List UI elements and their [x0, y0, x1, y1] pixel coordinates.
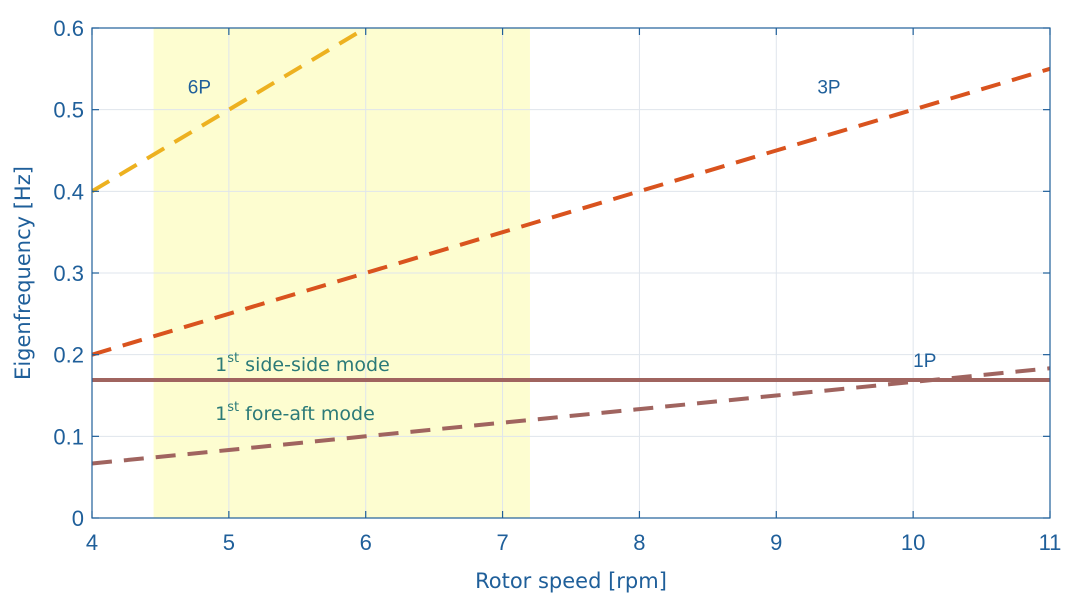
y-tick-label: 0.6 — [53, 16, 84, 41]
x-tick-label: 10 — [901, 530, 925, 555]
x-tick-label: 4 — [86, 530, 98, 555]
x-tick-label: 9 — [770, 530, 782, 555]
x-tick-label: 11 — [1039, 530, 1062, 555]
y-tick-label: 0.3 — [53, 261, 84, 286]
series-line-6p — [92, 28, 367, 194]
y-tick-label: 0.2 — [53, 343, 84, 368]
series-annotation-1p: 1P — [913, 351, 936, 372]
x-tick-label: 7 — [496, 530, 508, 555]
mode-label-fore-aft: 1st fore-aft mode — [215, 400, 375, 425]
series-annotation-3p: 3P — [817, 77, 840, 98]
y-tick-label: 0.1 — [53, 424, 84, 449]
y-axis-label: Eigenfrequency [Hz] — [11, 166, 35, 380]
x-tick-label: 8 — [633, 530, 645, 555]
x-tick-label: 5 — [223, 530, 235, 555]
series-annotation-6p: 6P — [188, 77, 211, 98]
y-tick-label: 0.5 — [53, 98, 84, 123]
mode-label-side-side: 1st side-side mode — [215, 351, 390, 376]
series-line-1p — [92, 366, 1050, 466]
y-tick-label: 0 — [72, 506, 84, 531]
x-tick-label: 6 — [360, 530, 372, 555]
series-line-3p — [92, 66, 1050, 357]
x-axis-label: Rotor speed [rpm] — [475, 569, 667, 593]
y-tick-label: 0.4 — [53, 179, 84, 204]
